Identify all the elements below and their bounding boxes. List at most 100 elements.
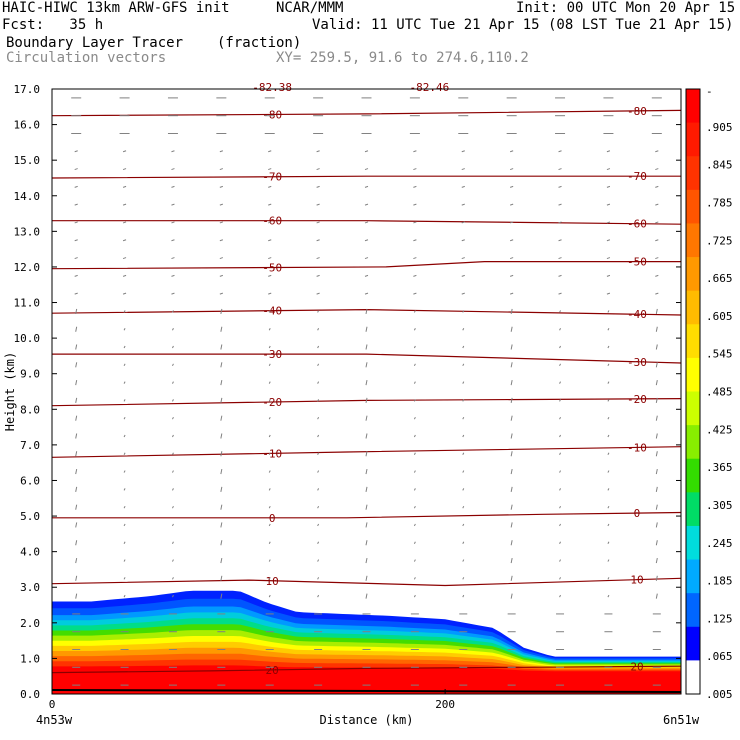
- temperature-contour-7: [51, 261, 681, 270]
- circulation-vector: [509, 239, 514, 242]
- contour-label: -60: [262, 215, 282, 228]
- circulation-vector: [268, 452, 271, 456]
- circulation-vector: [413, 594, 416, 598]
- circulation-vector: [172, 416, 174, 420]
- circulation-vector: [510, 344, 513, 350]
- field-units: (fraction): [217, 35, 302, 51]
- circulation-vector: [268, 488, 271, 491]
- circulation-vector: [172, 399, 174, 402]
- circulation-vector: [365, 557, 368, 564]
- circulation-vector: [74, 239, 78, 242]
- circulation-vector: [75, 380, 78, 386]
- circulation-vector: [559, 594, 561, 598]
- circulation-vector: [655, 433, 658, 439]
- circulation-vector: [364, 203, 369, 206]
- temperature-contour-10: [51, 109, 682, 117]
- circulation-vector: [413, 470, 416, 473]
- circulation-vector: [558, 150, 562, 153]
- circulation-vector: [220, 522, 223, 528]
- circulation-vector: [317, 505, 320, 509]
- x-axis-label: Distance (km): [320, 713, 414, 727]
- circulation-vector: [220, 504, 223, 510]
- circulation-vector: [462, 381, 465, 384]
- circulation-vector: [559, 434, 561, 438]
- circulation-vector: [413, 345, 416, 349]
- circulation-vector: [607, 452, 610, 456]
- contour-label: -82.38: [252, 81, 292, 94]
- circulation-vector: [123, 399, 126, 402]
- circulation-vector: [655, 150, 659, 153]
- circulation-vector: [172, 470, 174, 473]
- circulation-vector: [75, 593, 78, 599]
- temperature-contour-5: [52, 353, 682, 364]
- circulation-vector: [365, 415, 368, 421]
- circulation-vector: [123, 327, 126, 331]
- circulation-vector: [122, 168, 127, 171]
- circulation-vector: [559, 363, 561, 367]
- circulation-vector: [559, 381, 561, 384]
- circulation-vector: [365, 362, 368, 368]
- colorbar-segment: [686, 559, 700, 594]
- circulation-vector: [268, 239, 272, 242]
- circulation-vector: [655, 221, 659, 224]
- circulation-vector: [509, 168, 514, 171]
- temperature-contour-1: [51, 577, 682, 587]
- circulation-vector: [364, 239, 369, 242]
- circulation-vector: [365, 433, 368, 439]
- circulation-vector: [123, 363, 126, 367]
- circulation-vector: [413, 310, 416, 313]
- circulation-vector: [607, 541, 610, 544]
- cross-section-xy: XY= 259.5, 91.6 to 274.6,110.2: [276, 50, 529, 66]
- x-tick-label: 0: [49, 698, 56, 711]
- circulation-vector: [268, 381, 271, 384]
- circulation-vector: [510, 380, 513, 386]
- circulation-vector: [220, 433, 223, 439]
- plot-frame: [51, 88, 682, 695]
- circulation-vector: [461, 257, 465, 260]
- circulation-vector: [607, 416, 610, 420]
- circulation-vector: [461, 239, 465, 242]
- circulation-vector: [413, 327, 416, 331]
- y-tick-label: 12.0: [14, 261, 41, 274]
- contour-label: -80: [627, 105, 647, 118]
- circulation-vector: [510, 468, 513, 475]
- contour-label: -20: [627, 393, 647, 406]
- circulation-vector: [462, 310, 465, 313]
- terrain-line: [51, 689, 682, 693]
- circulation-vector: [607, 505, 610, 509]
- circulation-vector: [461, 203, 465, 206]
- circulation-vector: [365, 344, 368, 350]
- colorbar-segment: [686, 425, 700, 460]
- contour-label: 0: [269, 512, 276, 525]
- circulation-vector: [172, 594, 174, 598]
- circulation-vector: [268, 274, 272, 277]
- colorbar-label: .305: [706, 499, 733, 512]
- circulation-vector: [655, 326, 658, 332]
- forecast-hour: Fcst: 35 h: [2, 17, 104, 33]
- circulation-vector: [220, 362, 223, 368]
- circulation-vector: [123, 505, 126, 509]
- circulation-vector: [171, 292, 175, 295]
- contour-label: -50: [262, 262, 282, 275]
- contour-label: -10: [627, 441, 647, 454]
- circulation-vector: [655, 415, 658, 421]
- circulation-vector: [317, 363, 320, 367]
- circulation-vector: [365, 397, 368, 403]
- circulation-vector: [123, 470, 126, 473]
- colorbar-label: .605: [706, 310, 733, 323]
- colorbar-segment: [686, 458, 700, 493]
- circulation-vector: [75, 468, 78, 475]
- circulation-vector: [317, 559, 320, 562]
- circulation-vector: [268, 327, 271, 331]
- circulation-vector: [558, 257, 562, 260]
- circulation-vector: [122, 150, 127, 153]
- circulation-vector: [317, 488, 320, 491]
- org-label: NCAR/MMM: [276, 0, 344, 16]
- circulation-vector: [558, 221, 562, 224]
- x-tick-label: 200: [435, 698, 455, 711]
- colorbar-segment: [686, 660, 700, 695]
- circulation-vector: [123, 488, 126, 491]
- model-title: HAIC-HIWC 13km ARW-GFS init: [2, 0, 230, 16]
- circulation-vector: [219, 239, 224, 242]
